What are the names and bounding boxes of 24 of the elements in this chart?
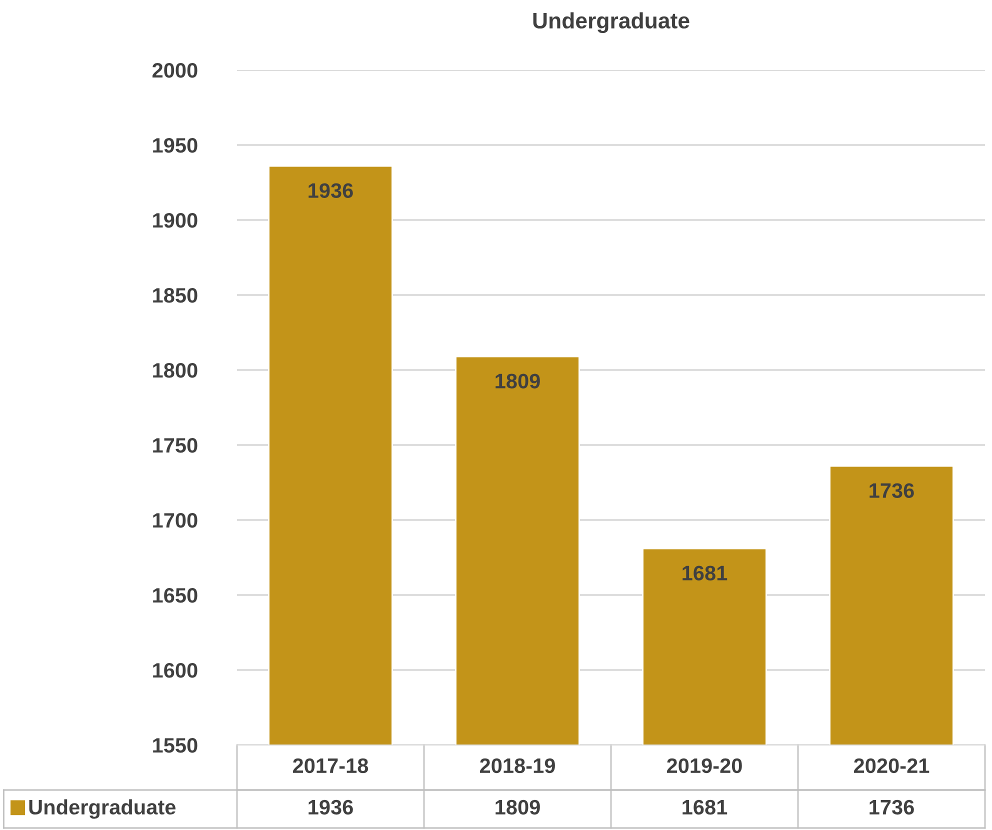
y-tick-label: 2000 [152, 63, 198, 78]
y-tick-label: 1750 [153, 438, 198, 453]
x-tick-label: 2017-18 [293, 758, 368, 774]
x-tick-label: 2019-20 [667, 758, 742, 774]
data-label: 1681 [682, 566, 728, 580]
y-tick-label: 1850 [153, 288, 198, 303]
text: 1809 [496, 800, 540, 815]
data-label: 1736 [870, 483, 914, 498]
legend-label: Undergraduate [29, 799, 176, 819]
y-tick-label: 1600 [153, 663, 198, 678]
text: 1681 [682, 800, 728, 815]
y-tick-label: 1950 [153, 138, 198, 153]
x-tick-label: 2020-21 [854, 758, 930, 774]
y-tick-label: 1650 [153, 588, 198, 603]
y-tick-label: 1700 [153, 513, 198, 528]
data-label: 1936 [308, 183, 353, 198]
text: 1936 [308, 800, 353, 815]
y-tick-label: 1550 [153, 738, 198, 753]
x-tick-label: 2018-19 [480, 758, 555, 774]
data-label: 1809 [496, 374, 540, 388]
chart-title: Undergraduate [533, 12, 690, 34]
text: 1736 [870, 800, 914, 815]
y-tick-label: 1800 [153, 363, 198, 378]
y-tick-label: 1900 [153, 213, 198, 228]
